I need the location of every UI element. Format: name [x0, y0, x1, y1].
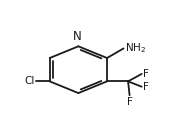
Text: F: F — [143, 69, 149, 79]
Text: F: F — [127, 97, 133, 107]
Text: F: F — [143, 82, 149, 92]
Text: N: N — [73, 30, 82, 43]
Text: Cl: Cl — [24, 76, 35, 86]
Text: NH$_2$: NH$_2$ — [125, 42, 146, 55]
